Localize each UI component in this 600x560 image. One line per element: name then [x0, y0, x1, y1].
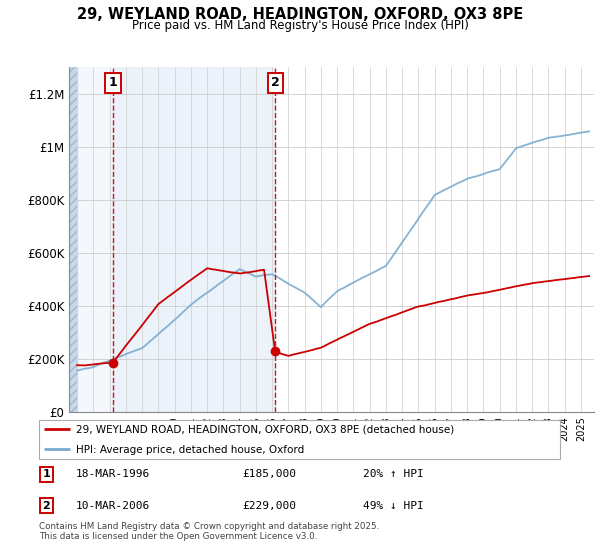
- Bar: [69, 67, 77, 412]
- Text: 49% ↓ HPI: 49% ↓ HPI: [364, 501, 424, 511]
- Text: £185,000: £185,000: [242, 469, 296, 479]
- Bar: [113, 67, 275, 412]
- Text: 2: 2: [271, 76, 280, 89]
- Text: 2: 2: [43, 501, 50, 511]
- Text: 29, WEYLAND ROAD, HEADINGTON, OXFORD, OX3 8PE: 29, WEYLAND ROAD, HEADINGTON, OXFORD, OX…: [77, 7, 523, 22]
- Bar: [69, 67, 77, 412]
- Text: Contains HM Land Registry data © Crown copyright and database right 2025.
This d: Contains HM Land Registry data © Crown c…: [39, 522, 379, 542]
- Text: 10-MAR-2006: 10-MAR-2006: [76, 501, 150, 511]
- Bar: [77, 67, 113, 412]
- Text: Price paid vs. HM Land Registry's House Price Index (HPI): Price paid vs. HM Land Registry's House …: [131, 19, 469, 32]
- Text: £229,000: £229,000: [242, 501, 296, 511]
- Text: 1: 1: [43, 469, 50, 479]
- FancyBboxPatch shape: [38, 420, 560, 459]
- Text: 20% ↑ HPI: 20% ↑ HPI: [364, 469, 424, 479]
- Text: 18-MAR-1996: 18-MAR-1996: [76, 469, 150, 479]
- Text: HPI: Average price, detached house, Oxford: HPI: Average price, detached house, Oxfo…: [76, 445, 304, 455]
- Text: 1: 1: [109, 76, 117, 89]
- Text: 29, WEYLAND ROAD, HEADINGTON, OXFORD, OX3 8PE (detached house): 29, WEYLAND ROAD, HEADINGTON, OXFORD, OX…: [76, 424, 454, 435]
